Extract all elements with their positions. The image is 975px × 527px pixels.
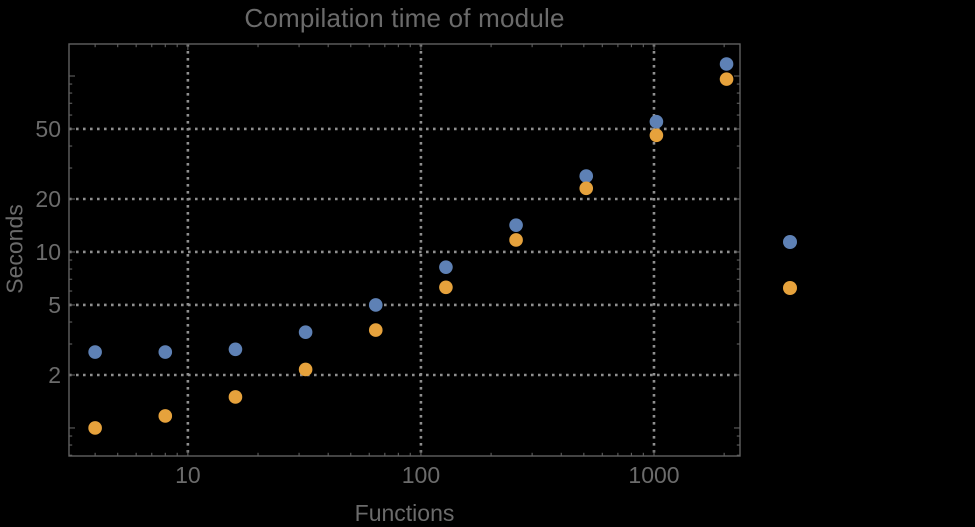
x-tick-label: 10 [175,462,201,488]
data-point-blue [298,325,313,340]
data-point-blue [719,57,734,71]
data-point-orange [368,323,383,337]
x-tick-label: 100 [402,462,440,488]
data-point-blue [649,114,664,129]
data-point-orange [719,72,734,86]
y-tick-label: 5 [48,292,61,318]
data-point-orange [88,421,102,435]
data-point-blue [228,342,243,357]
data-point-blue [88,345,102,359]
y-tick-label: 20 [35,186,61,212]
x-axis-label: Functions [354,500,455,526]
chart-title: Compilation time of module [244,3,565,33]
data-point-orange [298,362,313,377]
data-point-blue [579,169,594,183]
y-tick-label: 10 [35,239,61,265]
y-axis-label: Seconds [1,204,28,294]
data-point-blue [158,345,173,359]
y-tick-label: 50 [35,116,61,142]
legend-marker-orange [783,281,797,295]
data-point-orange [228,390,243,404]
data-point-orange [649,128,664,143]
y-tick-label: 2 [48,362,61,388]
data-point-orange [579,181,594,196]
data-point-orange [158,409,173,423]
data-point-blue [368,298,383,312]
plot-frame [68,43,741,457]
data-point-blue [439,260,453,274]
data-point-orange [509,233,523,247]
legend-marker-blue [783,235,797,249]
data-point-orange [439,280,453,295]
x-tick-label: 1000 [628,462,679,488]
data-point-blue [509,218,523,232]
